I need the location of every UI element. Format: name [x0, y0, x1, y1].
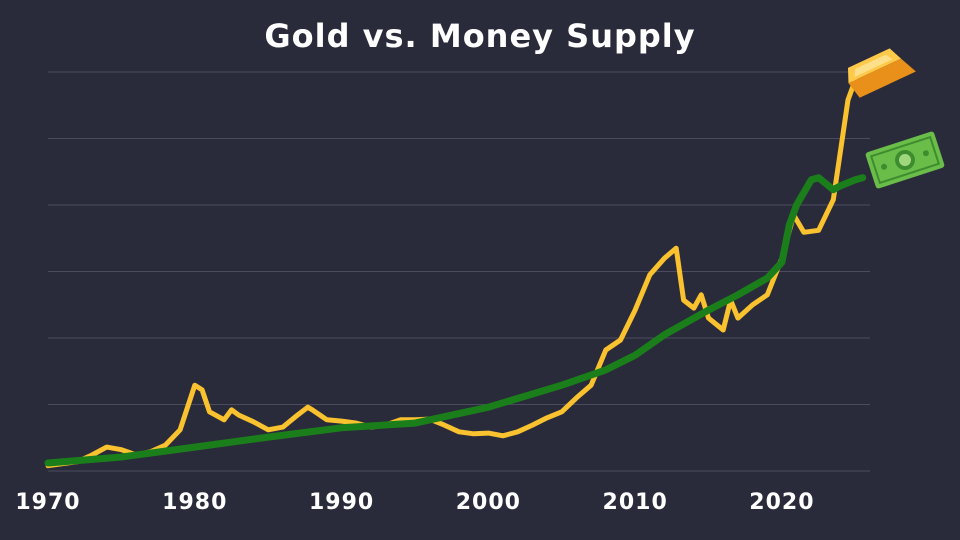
dollar-bill-icon: [865, 131, 945, 189]
x-tick-label: 2020: [749, 490, 814, 515]
x-tick-label: 2010: [603, 490, 668, 515]
chart-title: Gold vs. Money Supply: [264, 17, 695, 55]
series-line: [45, 77, 858, 469]
plot-area: 1970 1980 1990 2000 2010 2020: [15, 71, 870, 515]
series-line: [44, 174, 867, 467]
x-tick-label: 1970: [15, 490, 80, 515]
x-tick-label: 1980: [162, 490, 227, 515]
x-tick-label: 2000: [456, 490, 521, 515]
x-tick-label: 1990: [309, 490, 374, 515]
gold-bar-icon: [847, 48, 916, 98]
